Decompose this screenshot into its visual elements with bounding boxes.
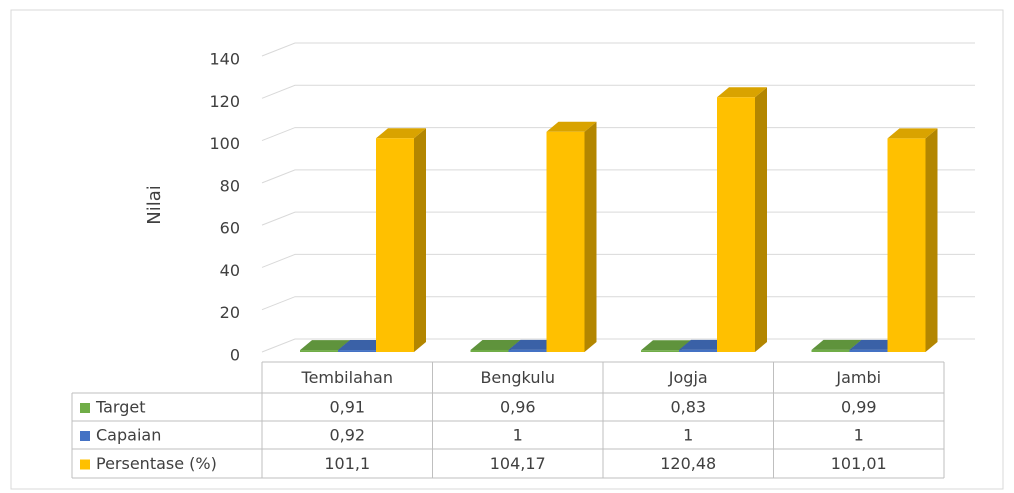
- bar-top: [717, 87, 767, 98]
- legend-key: [80, 403, 90, 413]
- bar: [470, 349, 509, 352]
- bar-side: [584, 121, 597, 353]
- bar-top: [508, 339, 559, 350]
- grid-line: [261, 42, 975, 57]
- bar-top: [376, 128, 426, 139]
- bar-top: [338, 340, 388, 351]
- table-value: 0,99: [841, 398, 877, 417]
- category-label: Tembilahan: [301, 368, 393, 387]
- bar-top: [811, 339, 862, 350]
- category-label: Bengkulu: [480, 368, 555, 387]
- table-value: 1: [683, 426, 693, 445]
- table-value: 0,83: [670, 398, 706, 417]
- bar-top: [641, 340, 691, 351]
- table-value: 0,92: [329, 426, 365, 445]
- y-tick-label: 80: [220, 176, 240, 195]
- bar: [849, 349, 888, 352]
- chart-frame: [10, 9, 1004, 490]
- bar: [679, 349, 717, 352]
- y-tick-label: 60: [220, 219, 240, 238]
- bar-top: [546, 121, 597, 132]
- category-label: Jambi: [835, 368, 881, 387]
- y-tick-label: 140: [209, 50, 240, 69]
- table-value: 101,1: [324, 454, 370, 473]
- legend-label: Capaian: [96, 426, 161, 445]
- y-tick-label: 0: [230, 346, 240, 365]
- bar-top: [470, 339, 521, 350]
- bar: [641, 350, 679, 352]
- bar-side: [925, 128, 938, 352]
- table-value: 1: [513, 426, 523, 445]
- table-value: 0,96: [500, 398, 536, 417]
- legend-key: [80, 431, 90, 441]
- table-value: 101,01: [831, 454, 887, 473]
- bar-top: [679, 339, 729, 350]
- y-tick-label: 20: [220, 303, 240, 322]
- bar-side: [755, 87, 767, 352]
- table-value: 120,48: [660, 454, 716, 473]
- legend-key: [80, 459, 90, 470]
- bar-side: [414, 128, 426, 352]
- grid-line: [261, 84, 975, 99]
- table-value: 104,17: [490, 454, 546, 473]
- bar: [338, 350, 376, 352]
- y-axis-label: Nilai: [144, 185, 165, 225]
- y-tick-label: 100: [209, 134, 240, 153]
- y-tick-label: 40: [220, 261, 240, 280]
- table-value: 1: [854, 426, 864, 445]
- table-value: 0,91: [329, 398, 365, 417]
- bar-top: [849, 339, 900, 350]
- y-tick-label: 120: [209, 92, 240, 111]
- bar-top: [887, 128, 938, 139]
- bar: [717, 97, 755, 352]
- bar: [300, 350, 338, 352]
- bar: [887, 138, 926, 352]
- bar-top: [300, 340, 350, 351]
- legend-label: Persentase (%): [96, 454, 217, 473]
- bar: [546, 131, 585, 352]
- bar: [376, 138, 414, 352]
- bar: [508, 349, 547, 352]
- legend-label: Target: [95, 398, 146, 417]
- category-label: Jogja: [668, 368, 708, 387]
- bar: [811, 349, 850, 352]
